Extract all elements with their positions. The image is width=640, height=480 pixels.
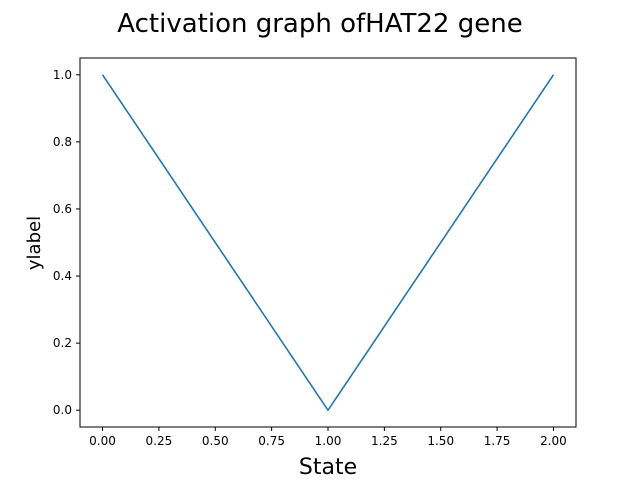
y-tick-label: 0.8 xyxy=(53,135,72,149)
x-tick-label: 0.25 xyxy=(146,434,173,448)
x-tick-label: 2.00 xyxy=(540,434,567,448)
chart-title: Activation graph ofHAT22 gene xyxy=(117,9,522,39)
series-layer xyxy=(101,74,555,412)
x-axis-label: State xyxy=(299,455,357,480)
y-tick-label: 0.0 xyxy=(53,403,72,417)
y-axis: 0.0 0.2 0.4 0.6 0.8 1.0 xyxy=(53,68,80,417)
x-tick-label: 0.50 xyxy=(202,434,229,448)
y-tick-label: 1.0 xyxy=(53,68,72,82)
series-line xyxy=(101,74,555,412)
x-tick-label: 0.75 xyxy=(258,434,285,448)
x-tick-label: 1.75 xyxy=(484,434,511,448)
x-tick-label: 0.00 xyxy=(89,434,116,448)
y-tick-label: 0.2 xyxy=(53,336,72,350)
x-tick-label: 1.50 xyxy=(427,434,454,448)
x-axis: 0.00 0.25 0.50 0.75 1.00 1.25 1.50 1.75 2.00 xyxy=(89,427,567,448)
y-tick-label: 0.6 xyxy=(53,202,72,216)
x-tick-label: 1.25 xyxy=(371,434,398,448)
y-axis-label: ylabel xyxy=(24,216,45,270)
y-tick-label: 0.4 xyxy=(53,269,72,283)
plot-area: 0.00 0.25 0.50 0.75 1.00 1.25 1.50 1.75 2.00 0.0… xyxy=(53,57,577,448)
x-tick-label: 1.00 xyxy=(315,434,342,448)
plot-frame xyxy=(79,57,577,428)
